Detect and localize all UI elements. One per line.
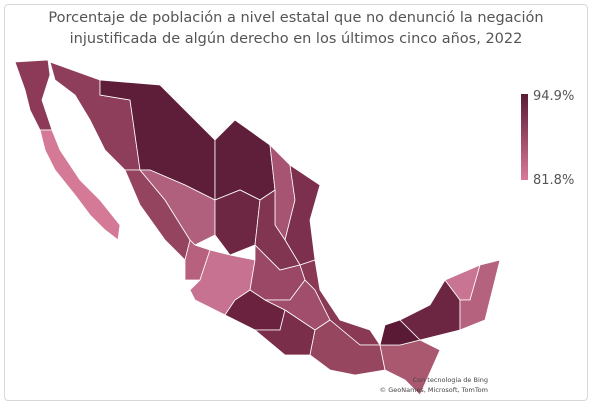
attribution: Con tecnología de Bing [413,376,488,384]
legend-scale [521,94,528,180]
state [214,119,276,201]
state [459,259,501,331]
state [49,61,141,171]
state [214,189,261,256]
map-title: Porcentaje de población a nivel estatal … [48,10,544,47]
state [14,59,53,131]
frame [4,4,588,401]
states [14,59,501,396]
state [39,129,121,241]
legend-max: 94.9% [533,89,574,104]
attribution: © GeoNames, Microsoft, TomTom [380,386,488,394]
legend-min: 81.8% [533,173,574,188]
state [253,309,316,356]
